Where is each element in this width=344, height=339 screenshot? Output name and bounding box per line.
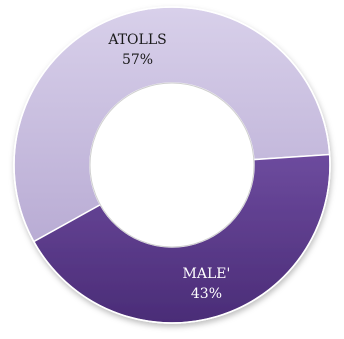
donut-outer-ring	[13, 6, 331, 324]
donut-inner-ring	[89, 82, 255, 248]
slice-labels: ATOLLS 57% MALE' 43%	[107, 32, 230, 302]
slice-category-label: ATOLLS	[107, 32, 166, 48]
slice-value-label: 43%	[191, 286, 222, 302]
slice-value-label: 57%	[122, 52, 153, 68]
slice-category-label: MALE'	[183, 266, 231, 282]
